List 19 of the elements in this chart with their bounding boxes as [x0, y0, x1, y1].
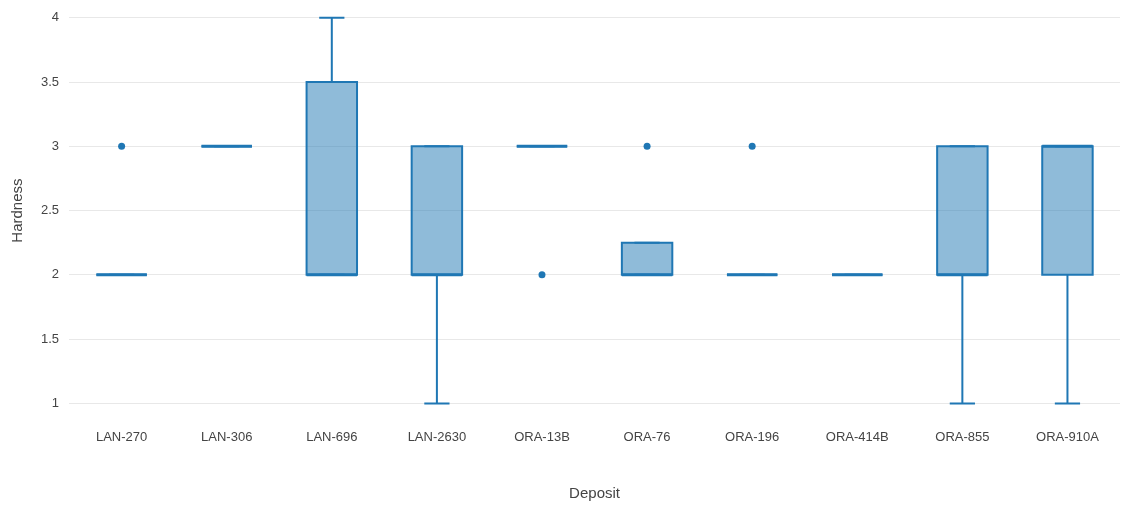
x-tick-label: LAN-2630: [407, 428, 467, 444]
x-tick-label: LAN-306: [201, 428, 253, 444]
x-tick-label: ORA-414B: [825, 428, 889, 444]
y-axis-title: Hardness: [8, 178, 26, 243]
y-tick-label: 1: [51, 394, 60, 410]
y-tick-label: 1.5: [40, 330, 60, 346]
y-tick-label: 2: [51, 266, 60, 282]
x-tick-label: ORA-855: [935, 428, 990, 444]
x-tick-label: LAN-696: [306, 428, 358, 444]
y-tick-label: 3: [51, 137, 60, 153]
x-tick-label: ORA-196: [725, 428, 780, 444]
y-tick-label: 3.5: [40, 73, 60, 89]
x-tick-label: ORA-76: [623, 428, 671, 444]
y-tick-label: 4: [51, 9, 60, 25]
y-tick-label: 2.5: [40, 202, 60, 218]
x-axis-title: Deposit: [569, 484, 621, 502]
x-tick-label: LAN-270: [95, 428, 148, 444]
x-tick-label: ORA-910A: [1036, 428, 1100, 444]
x-tick-label: ORA-13B: [514, 428, 570, 444]
